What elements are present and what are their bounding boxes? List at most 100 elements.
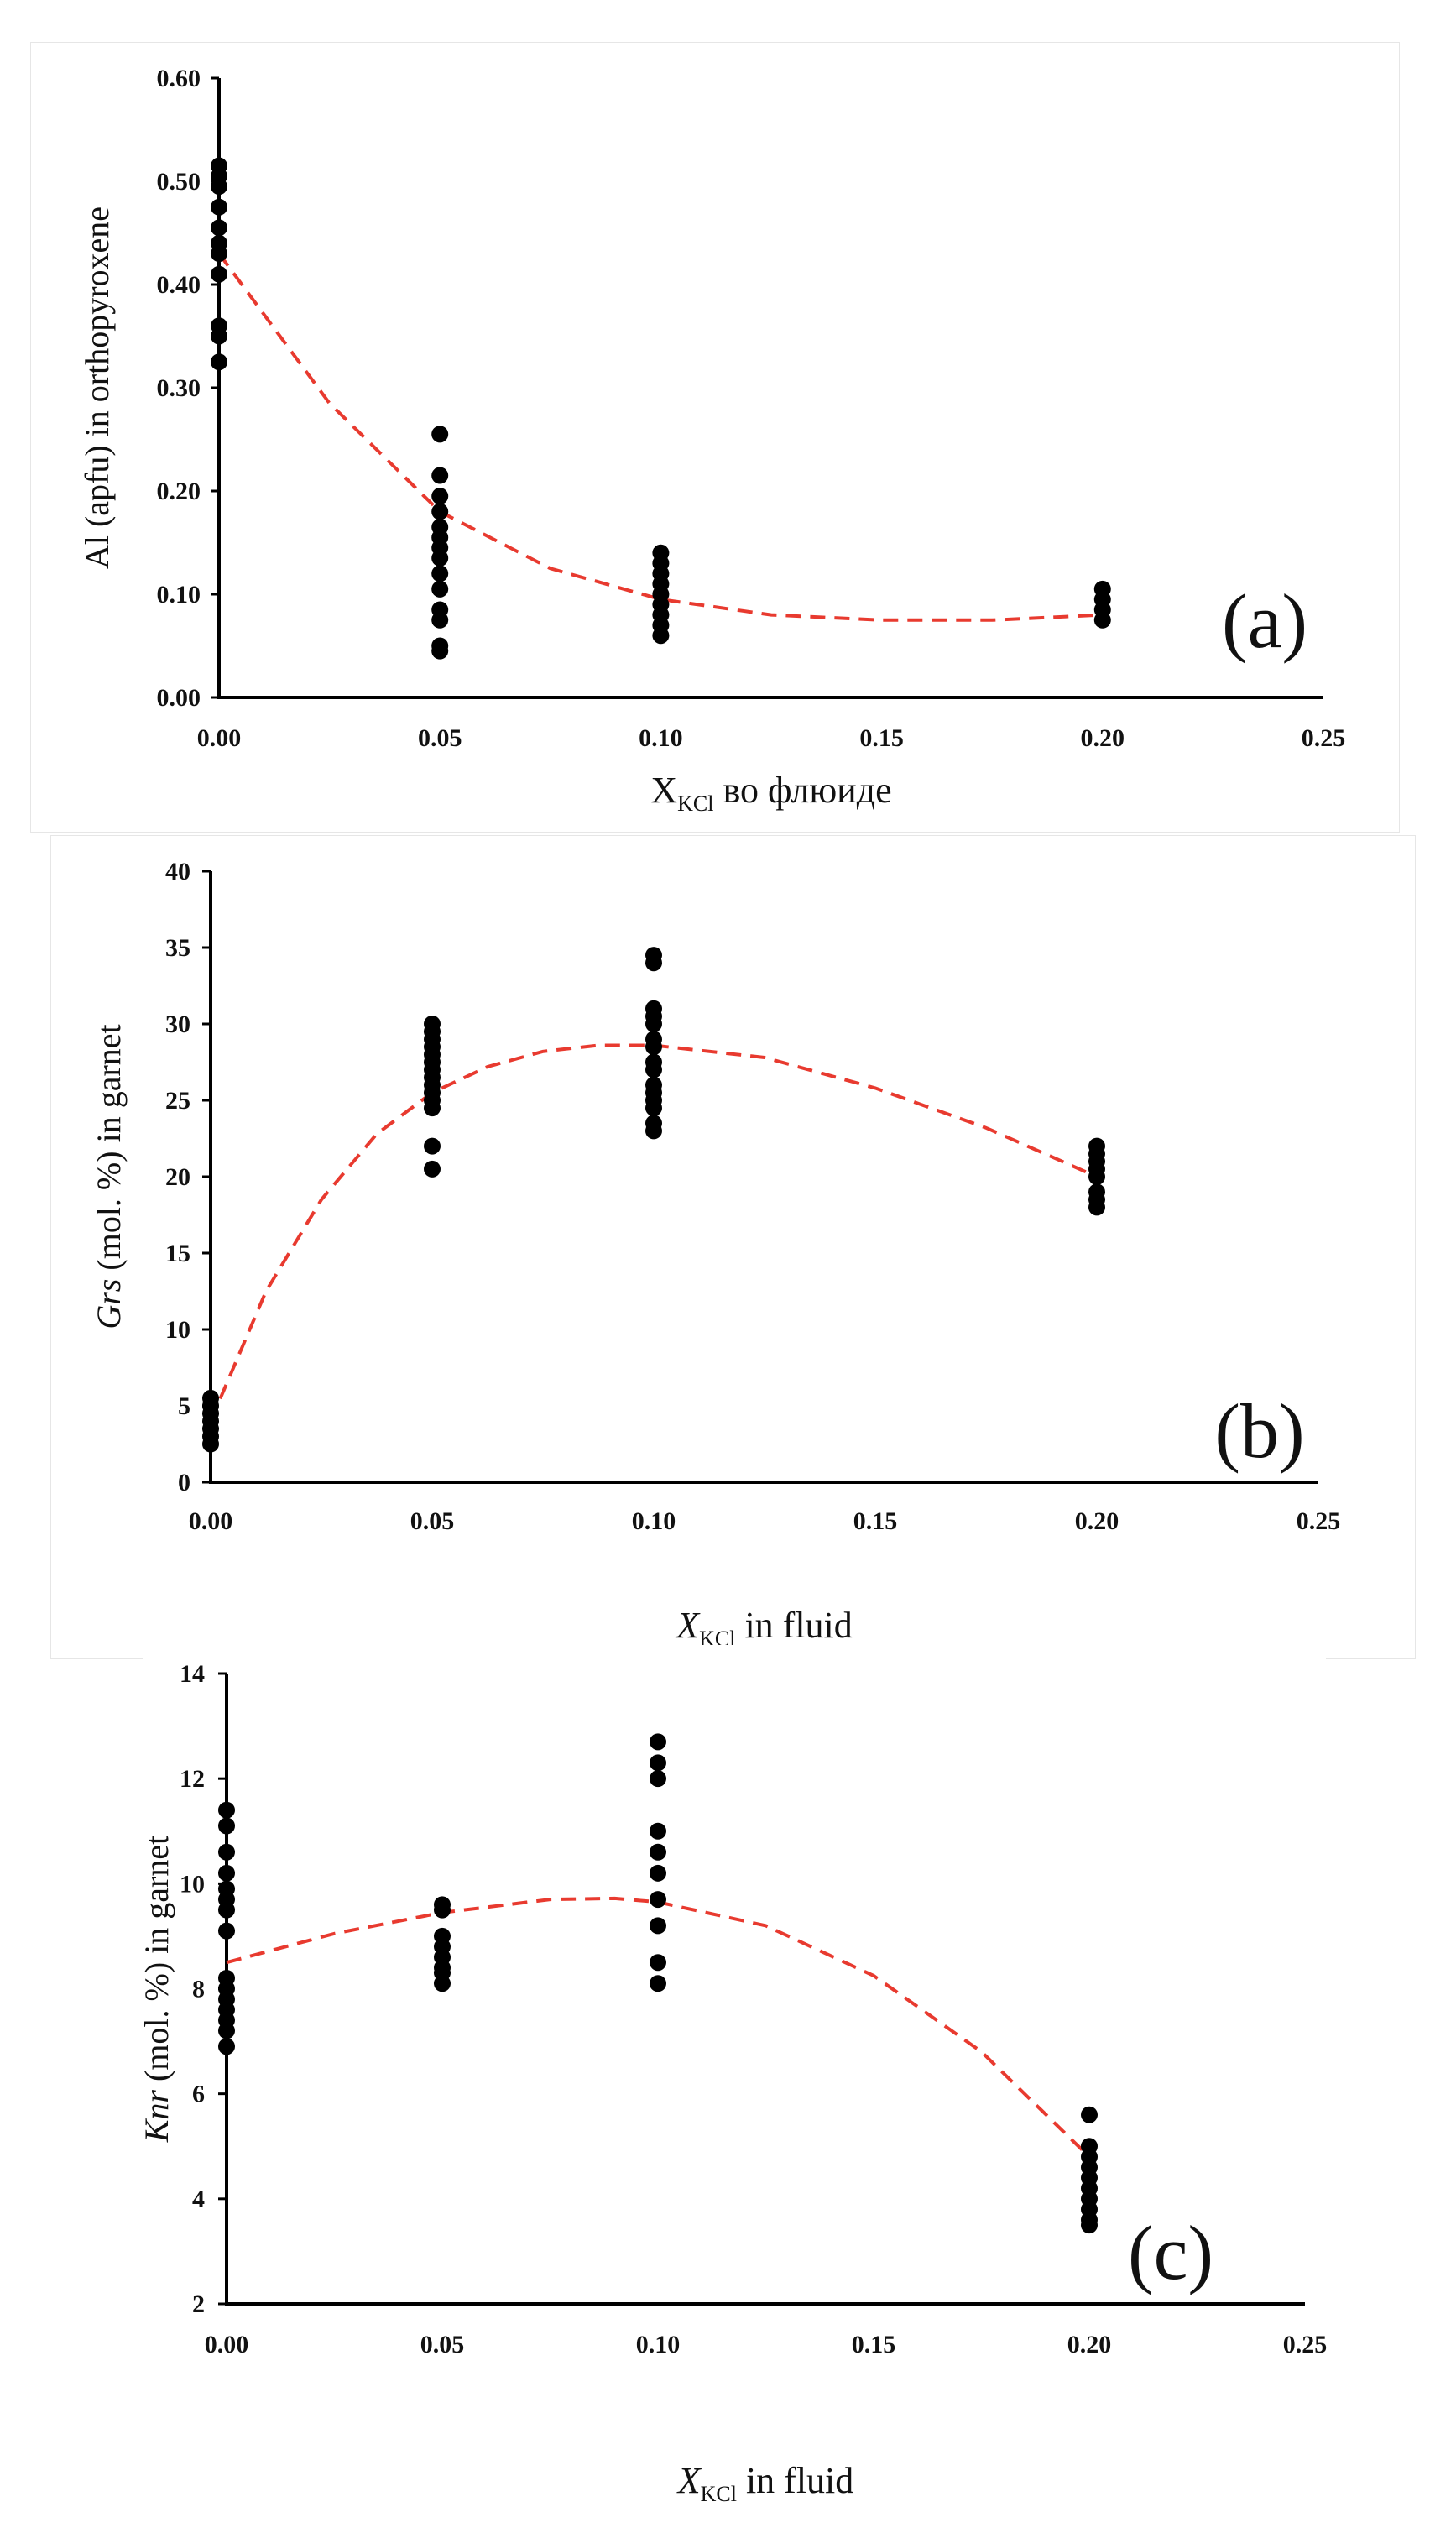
data-point-b bbox=[645, 954, 662, 972]
data-point-b bbox=[1088, 1168, 1105, 1185]
x-axis-label-main-b: X bbox=[675, 1605, 701, 1646]
y-tick-label-a: 0.60 bbox=[157, 65, 201, 92]
data-point-b bbox=[645, 1038, 662, 1056]
x-tick-label-b: 0.05 bbox=[410, 1507, 455, 1535]
x-axis-label-main-c: X bbox=[676, 2460, 702, 2501]
y-tick-label-b: 5 bbox=[178, 1392, 190, 1420]
y-tick-label-c: 8 bbox=[192, 1976, 205, 2003]
data-point-c bbox=[218, 1843, 235, 1861]
y-axis-label-italic-b: Grs bbox=[90, 1279, 128, 1329]
data-point-c bbox=[650, 1754, 666, 1772]
y-axis-label-text-b: (mol. %) in garnet bbox=[90, 1024, 128, 1278]
data-point-a bbox=[211, 327, 227, 345]
y-tick-label-b: 35 bbox=[165, 934, 190, 962]
x-tick-label-c: 0.25 bbox=[1283, 2331, 1328, 2358]
y-axis-label-text-c: (mol. %) in garnet bbox=[138, 1836, 175, 2090]
chart-panel-b: 0 5 10 15 20 25 30 35 40 0.00 0.05 0.10 0.15 0.20 0.25… bbox=[50, 835, 1416, 1659]
y-tick-label-a: 0.20 bbox=[157, 478, 201, 505]
data-point-c bbox=[650, 1843, 666, 1861]
x-tick-label-c: 0.10 bbox=[636, 2331, 681, 2358]
data-point-b bbox=[645, 1099, 662, 1117]
y-tick-label-a: 0.30 bbox=[157, 374, 201, 402]
data-point-b bbox=[645, 1122, 662, 1140]
y-tick-label-a: 0.00 bbox=[157, 684, 201, 712]
y-axis-label-b: Grs (mol. %) in garnet bbox=[90, 1024, 128, 1329]
data-point-a bbox=[431, 611, 449, 629]
data-point-a bbox=[211, 353, 227, 371]
data-point-a bbox=[431, 565, 449, 582]
y-tick-label-c: 12 bbox=[180, 1765, 205, 1793]
data-point-a bbox=[431, 549, 449, 567]
data-point-c bbox=[650, 1733, 666, 1751]
data-point-c bbox=[218, 2022, 235, 2039]
data-point-b bbox=[202, 1435, 219, 1453]
data-point-c bbox=[650, 1822, 666, 1840]
y-tick-label-b: 15 bbox=[165, 1240, 190, 1267]
y-tick-label-c: 14 bbox=[180, 1660, 205, 1688]
data-point-c bbox=[650, 1954, 666, 1972]
data-point-b bbox=[424, 1137, 441, 1155]
data-point-a bbox=[652, 627, 670, 645]
y-tick-label-b: 10 bbox=[165, 1316, 190, 1344]
x-tick-label-c: 0.00 bbox=[205, 2331, 249, 2358]
x-axis-label-rest-b: in fluid bbox=[735, 1605, 852, 1646]
fit-curve-b bbox=[209, 1043, 1098, 1422]
data-point-a bbox=[431, 426, 449, 443]
x-axis-label-sub-a: KCl bbox=[677, 791, 713, 816]
data-point-b bbox=[645, 1016, 662, 1032]
y-tick-label-b: 40 bbox=[165, 858, 190, 885]
data-point-a bbox=[211, 219, 227, 237]
data-point-a bbox=[211, 245, 227, 263]
y-axis-label-text-a: Al (apfu) in orthopyroxene bbox=[78, 206, 116, 569]
y-tick-label-b: 25 bbox=[165, 1087, 190, 1115]
x-tick-label-b: 0.25 bbox=[1297, 1507, 1341, 1535]
fit-curve-c bbox=[226, 1896, 1091, 2159]
x-tick-label-a: 0.25 bbox=[1302, 724, 1346, 752]
y-tick-label-b: 30 bbox=[165, 1011, 190, 1038]
data-point-b bbox=[1088, 1199, 1105, 1216]
panel-label-b: (b) bbox=[1214, 1388, 1304, 1474]
x-tick-label-a: 0.15 bbox=[859, 724, 904, 752]
x-axis-label-sub-c: KCl bbox=[701, 2482, 737, 2506]
x-tick-label-a: 0.05 bbox=[418, 724, 462, 752]
data-point-c bbox=[218, 1864, 235, 1882]
y-tick-label-c: 10 bbox=[180, 1870, 205, 1898]
x-axis-label-b: XKCl in fluid bbox=[675, 1605, 853, 1651]
x-axis-label-rest-c: in fluid bbox=[737, 2460, 853, 2501]
y-tick-label-a: 0.50 bbox=[157, 168, 201, 196]
data-point-c bbox=[218, 2038, 235, 2055]
data-point-a bbox=[1093, 611, 1111, 629]
data-point-c bbox=[434, 1975, 451, 1992]
y-axis-label-italic-c: Knr bbox=[138, 2090, 175, 2144]
data-point-c bbox=[218, 1801, 235, 1819]
x-tick-label-a: 0.20 bbox=[1081, 724, 1125, 752]
data-point-c bbox=[1081, 2106, 1098, 2123]
chart-panel-c: 2 4 6 8 10 12 14 0.00 0.05 0.10 0.15 0.20 0.25 Knr (m… bbox=[138, 1645, 1328, 2518]
data-point-c bbox=[650, 1864, 666, 1882]
y-axis-label-a: Al (apfu) in orthopyroxene bbox=[78, 206, 116, 569]
y-tick-label-a: 0.40 bbox=[157, 271, 201, 299]
data-point-a bbox=[431, 580, 449, 598]
data-point-c bbox=[218, 1901, 235, 1919]
data-point-a bbox=[431, 467, 449, 484]
x-tick-label-b: 0.10 bbox=[632, 1507, 676, 1535]
data-point-a bbox=[431, 503, 449, 520]
data-point-a bbox=[211, 265, 227, 283]
chart-c-svg: 2 4 6 8 10 12 14 0.00 0.05 0.10 0.15 0.20 0.25 Knr (m… bbox=[138, 1660, 1328, 2506]
data-point-c bbox=[650, 1917, 666, 1935]
y-tick-label-c: 2 bbox=[192, 2290, 205, 2318]
x-tick-label-c: 0.20 bbox=[1067, 2331, 1112, 2358]
panel-label-a: (a) bbox=[1222, 578, 1307, 664]
y-tick-label-b: 20 bbox=[165, 1163, 190, 1191]
x-axis-label-c: XKCl in fluid bbox=[676, 2460, 854, 2506]
y-tick-label-b: 0 bbox=[178, 1469, 190, 1496]
x-axis-label-main-a: X bbox=[650, 770, 677, 811]
x-tick-label-b: 0.20 bbox=[1075, 1507, 1119, 1535]
data-point-a bbox=[431, 642, 449, 660]
x-tick-label-c: 0.15 bbox=[852, 2331, 896, 2358]
x-tick-label-b: 0.15 bbox=[853, 1507, 898, 1535]
data-point-c bbox=[218, 1922, 235, 1940]
data-point-c bbox=[1081, 2217, 1098, 2234]
chart-panel-a: 0.00 0.10 0.20 0.30 0.40 0.50 0.60 0.00 0.05 0.10… bbox=[30, 42, 1400, 833]
data-point-a bbox=[431, 488, 449, 505]
